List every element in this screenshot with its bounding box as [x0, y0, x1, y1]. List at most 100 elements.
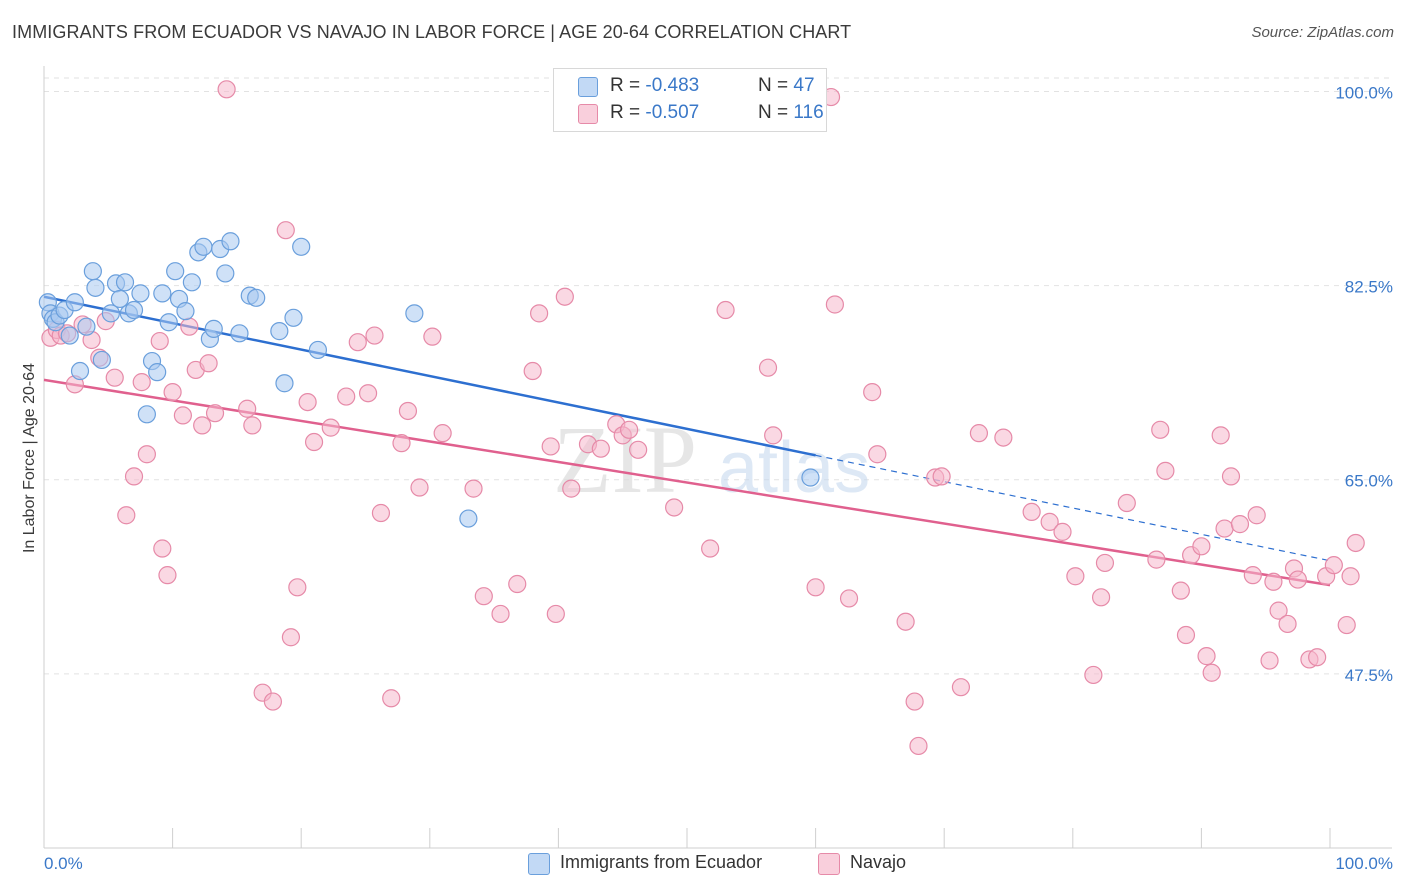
bottom-legend-swatch-ecuador — [528, 853, 550, 875]
point-navajo — [701, 539, 720, 558]
point-navajo — [382, 689, 401, 708]
legend-n-value: 116 — [793, 102, 824, 123]
point-navajo — [562, 479, 581, 498]
legend-r-label: R = — [610, 102, 646, 123]
point-ecuador — [159, 313, 178, 332]
point-navajo — [1084, 665, 1103, 685]
point-ecuador — [275, 374, 294, 393]
point-ecuador — [230, 324, 249, 343]
point-navajo — [371, 503, 391, 523]
point-navajo — [1269, 601, 1288, 620]
point-navajo — [994, 428, 1013, 447]
point-navajo — [304, 432, 324, 452]
point-navajo — [1117, 493, 1136, 513]
point-navajo — [137, 445, 156, 464]
point-navajo — [620, 420, 639, 439]
point-navajo — [932, 467, 951, 486]
point-navajo — [288, 578, 307, 597]
point-navajo — [541, 437, 560, 456]
point-ecuador — [221, 232, 240, 251]
point-navajo — [1346, 533, 1365, 553]
legend-r-label: R = — [610, 75, 646, 96]
point-navajo — [591, 439, 610, 458]
point-navajo — [863, 383, 882, 402]
point-navajo — [764, 426, 783, 445]
point-navajo — [508, 574, 527, 594]
point-navajo — [530, 304, 549, 323]
axes — [43, 66, 1392, 849]
point-ecuador — [137, 405, 156, 424]
point-navajo — [105, 368, 124, 387]
y-tick-label: 65.0% — [1345, 472, 1393, 491]
point-ecuador — [405, 304, 424, 323]
point-ecuador — [131, 284, 150, 303]
point-ecuador — [124, 300, 144, 320]
point-ecuador — [86, 278, 105, 297]
point-navajo — [1247, 506, 1266, 525]
point-ecuador — [284, 308, 303, 327]
point-navajo — [1215, 519, 1234, 538]
point-navajo — [825, 295, 844, 314]
point-ecuador — [77, 317, 96, 336]
point-navajo — [1221, 467, 1241, 486]
point-navajo — [1202, 663, 1221, 682]
point-navajo — [474, 587, 493, 606]
point-navajo — [629, 440, 648, 459]
point-navajo — [1091, 588, 1111, 607]
bottom-legend-swatch-navajo — [818, 853, 840, 875]
y-tick-label: 47.5% — [1345, 666, 1393, 685]
point-navajo — [1156, 461, 1175, 480]
point-navajo — [1341, 567, 1360, 586]
point-navajo — [1260, 651, 1279, 670]
point-navajo — [281, 628, 301, 647]
point-ecuador — [270, 322, 289, 341]
point-navajo — [1230, 515, 1250, 534]
point-navajo — [398, 401, 418, 421]
point-navajo — [868, 445, 887, 464]
legend: R = -0.483 N = 47 R = -0.507 N = 116 — [553, 68, 827, 132]
chart-title: IMMIGRANTS FROM ECUADOR VS NAVAJO IN LAB… — [12, 22, 852, 42]
point-ecuador — [148, 363, 167, 382]
point-navajo — [1151, 420, 1170, 439]
point-ecuador — [216, 264, 235, 283]
point-ecuador — [101, 304, 120, 323]
point-navajo — [1324, 556, 1343, 575]
legend-swatch-ecuador — [578, 77, 598, 97]
point-navajo — [173, 406, 192, 425]
point-navajo — [321, 418, 340, 437]
point-navajo — [193, 416, 212, 435]
point-navajo — [217, 80, 236, 99]
point-navajo — [905, 692, 924, 711]
point-navajo — [1040, 512, 1059, 531]
point-navajo — [523, 361, 542, 381]
point-navajo — [1192, 537, 1211, 556]
point-ecuador — [166, 262, 185, 281]
point-navajo — [132, 373, 151, 392]
point-ecuador — [308, 340, 328, 360]
point-navajo — [716, 300, 735, 320]
point-navajo — [163, 383, 182, 402]
point-navajo — [896, 612, 915, 631]
point-navajo — [1147, 550, 1166, 569]
point-navajo — [1053, 522, 1072, 541]
point-navajo — [298, 392, 317, 412]
point-navajo — [546, 604, 565, 624]
point-navajo — [491, 604, 510, 624]
point-ecuador — [60, 326, 79, 345]
point-navajo — [243, 416, 262, 435]
x-tick-label: 100.0% — [1335, 854, 1393, 873]
point-navajo — [263, 692, 283, 711]
point-ecuador — [110, 289, 129, 309]
point-ecuador — [83, 262, 102, 281]
point-ecuador — [204, 319, 223, 338]
y-tick-label: 100.0% — [1335, 84, 1393, 103]
point-navajo — [1308, 648, 1327, 667]
gridlines — [44, 77, 1392, 675]
point-navajo — [276, 221, 295, 240]
point-navajo — [1095, 553, 1115, 573]
point-navajo — [1264, 572, 1283, 591]
point-navajo — [1211, 426, 1230, 445]
y-tick-label: 82.5% — [1345, 278, 1393, 297]
point-navajo — [117, 506, 136, 525]
